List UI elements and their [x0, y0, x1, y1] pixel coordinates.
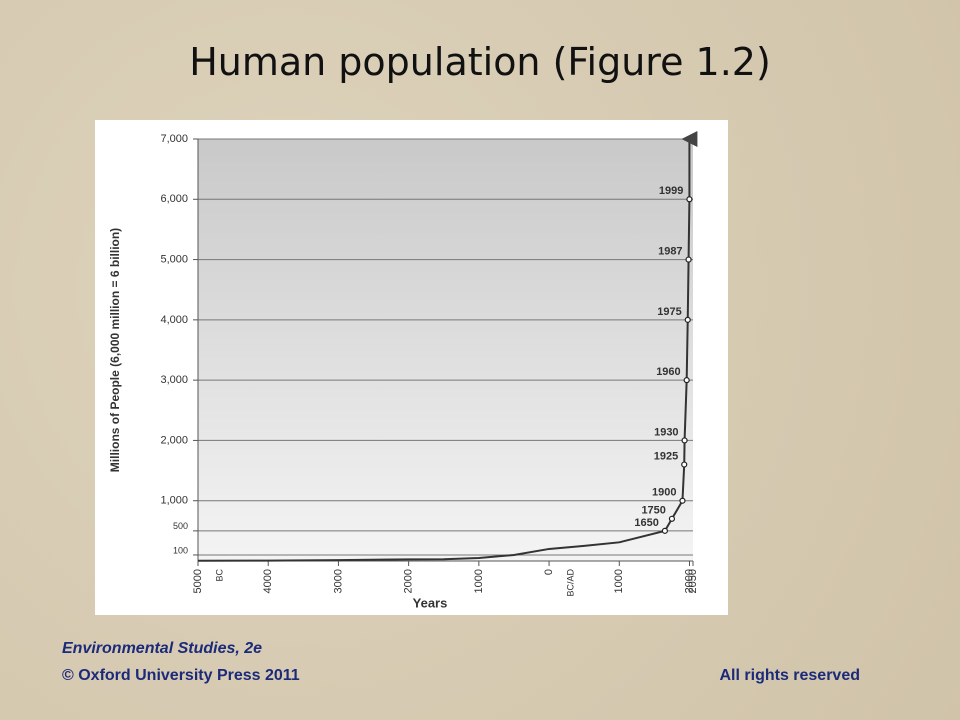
x-tick-label: 0 — [543, 569, 555, 575]
year-label: 1987 — [658, 245, 682, 257]
x-tick-label: 5000 — [192, 569, 204, 593]
y-tick-label: 7,000 — [160, 133, 188, 145]
year-point — [684, 316, 691, 323]
x-axis-label: Years — [413, 595, 448, 610]
x-tick-label: 3000 — [332, 569, 344, 593]
y-axis-label: Millions of People (6,000 million = 6 bi… — [108, 228, 122, 472]
x-tick-label: 2000 — [403, 569, 415, 593]
year-label: 1999 — [659, 185, 683, 197]
y-tick-label: 4,000 — [160, 314, 188, 326]
plot-area — [198, 139, 693, 561]
year-point — [686, 196, 693, 203]
book-title: Environmental Studies, 2e — [62, 640, 263, 657]
x-tick-label: 1000 — [613, 569, 625, 593]
era-label: BC — [214, 569, 224, 582]
copyright: © Oxford University Press 2011 — [62, 667, 300, 684]
x-tick-label: 4000 — [262, 569, 274, 593]
year-label: 1750 — [641, 505, 665, 517]
era-label: BC/AD — [565, 569, 575, 597]
year-label: 1930 — [654, 426, 678, 438]
year-point — [668, 515, 676, 522]
year-label: 1975 — [657, 306, 681, 318]
y-tick-label: 5,000 — [160, 253, 188, 265]
x-tick-label: 2000 — [683, 569, 695, 593]
year-label: 1925 — [654, 450, 678, 462]
year-point — [661, 527, 669, 534]
y-tick-label: 3,000 — [160, 374, 188, 386]
year-label: 1900 — [652, 487, 676, 499]
slide-title: Human population (Figure 1.2) — [189, 40, 771, 84]
year-label: 1960 — [656, 366, 680, 378]
year-point — [679, 497, 686, 504]
y-tick-label: 6,000 — [160, 193, 188, 205]
x-tick-label: 2050 — [687, 569, 699, 593]
year-point — [681, 461, 688, 468]
rights: All rights reserved — [719, 667, 861, 684]
y-tick-label: 500 — [173, 521, 188, 531]
x-tick-label: 1000 — [473, 569, 485, 593]
year-point — [681, 437, 688, 444]
year-point — [683, 377, 690, 384]
y-tick-label: 100 — [173, 545, 188, 555]
year-point — [685, 256, 692, 263]
y-tick-label: 1,000 — [160, 495, 188, 507]
y-tick-label: 2,000 — [160, 434, 188, 446]
year-label: 1650 — [634, 517, 658, 529]
